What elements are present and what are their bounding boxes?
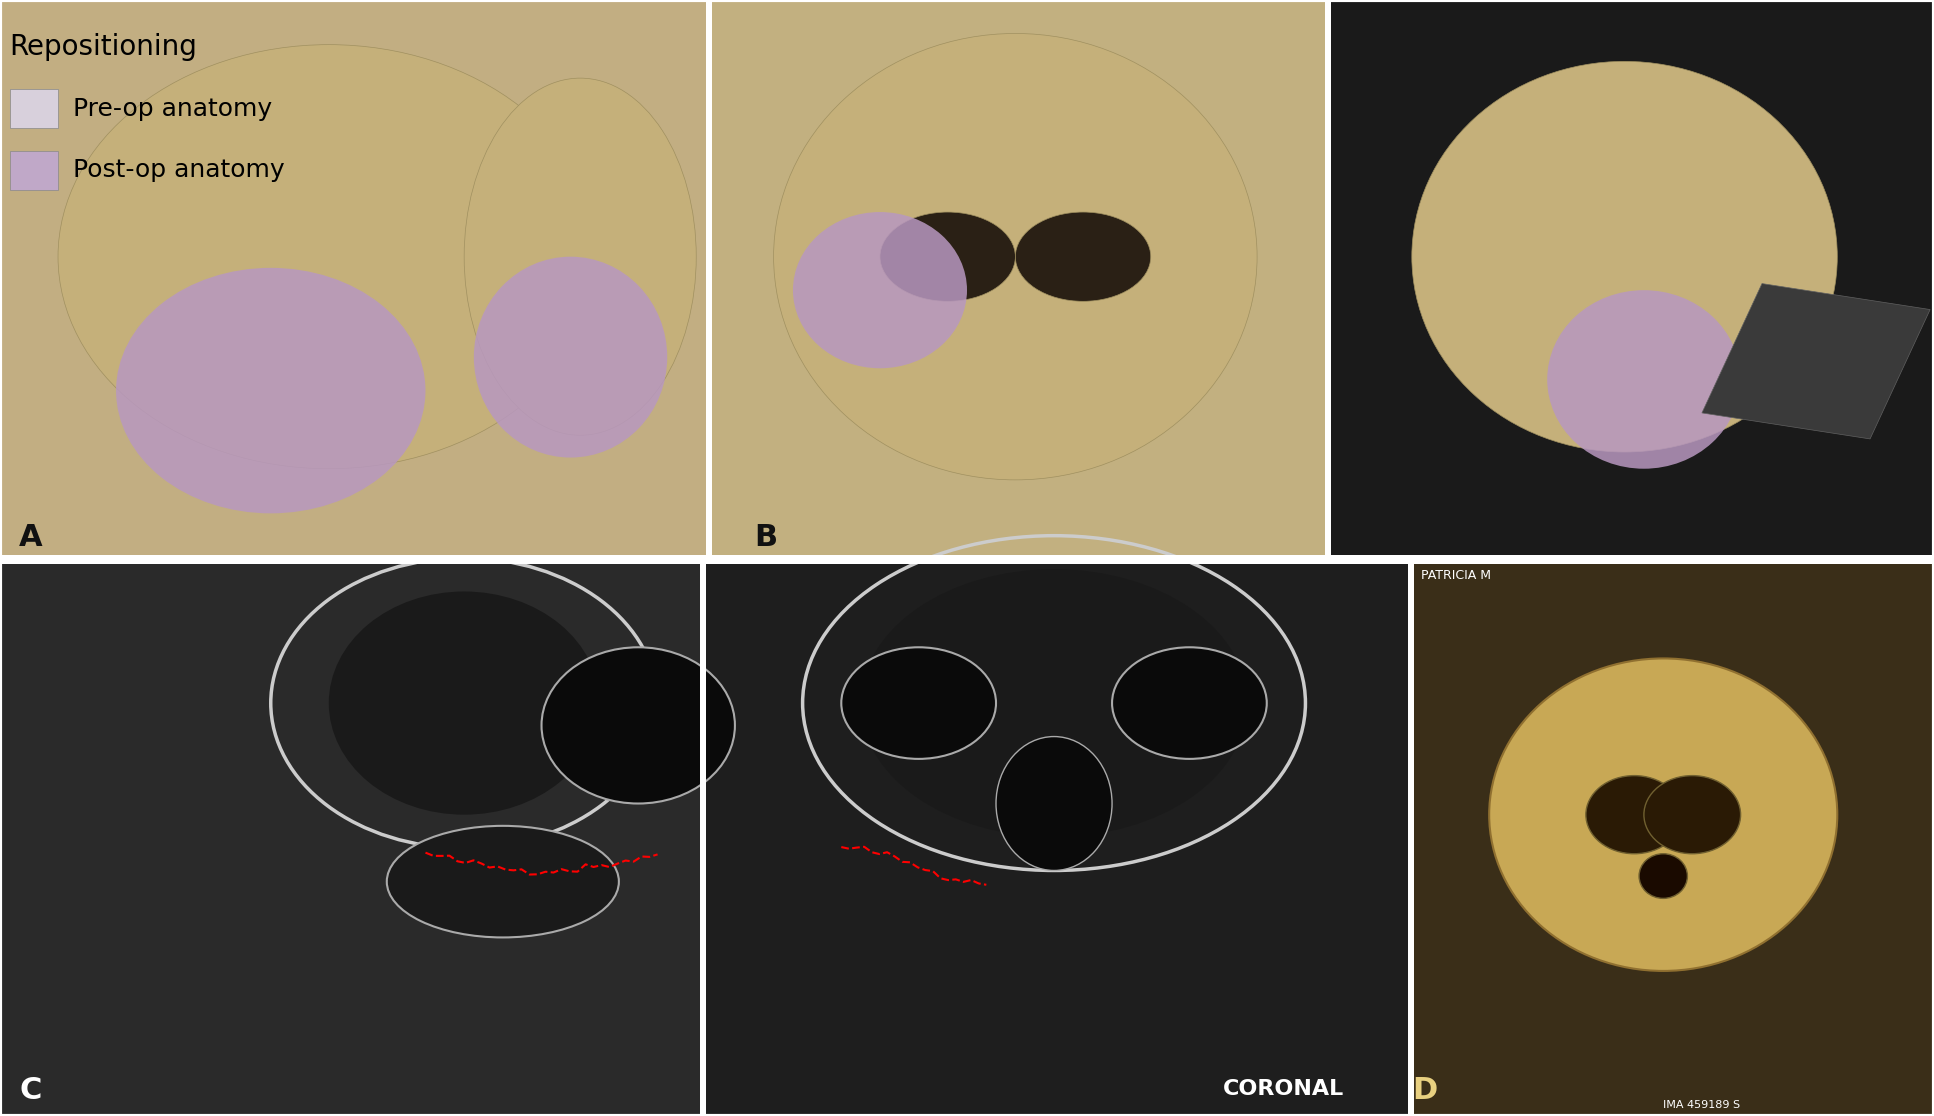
Ellipse shape: [1586, 776, 1683, 854]
Ellipse shape: [1412, 61, 1837, 452]
Text: PATRICIA M: PATRICIA M: [1421, 569, 1491, 583]
Bar: [706, 0, 1325, 564]
Text: D: D: [1412, 1076, 1437, 1105]
Ellipse shape: [793, 212, 967, 368]
Ellipse shape: [861, 569, 1247, 837]
Text: A: A: [19, 523, 43, 552]
Text: Post-op anatomy: Post-op anatomy: [73, 158, 284, 182]
Bar: [0, 555, 1934, 564]
Text: Pre-op anatomy: Pre-op anatomy: [73, 97, 273, 121]
Text: CORONAL: CORONAL: [1222, 1079, 1344, 1099]
Ellipse shape: [329, 591, 600, 815]
Text: B: B: [754, 523, 777, 552]
Ellipse shape: [542, 647, 735, 804]
Bar: [1325, 0, 1331, 564]
Ellipse shape: [1489, 658, 1837, 971]
Ellipse shape: [996, 737, 1112, 870]
Ellipse shape: [841, 647, 996, 759]
Ellipse shape: [774, 33, 1257, 480]
FancyBboxPatch shape: [10, 151, 58, 190]
Ellipse shape: [880, 212, 1015, 301]
Ellipse shape: [1112, 647, 1267, 759]
Bar: [700, 564, 1408, 1116]
Bar: [700, 564, 706, 1116]
Ellipse shape: [1644, 776, 1741, 854]
Bar: [706, 0, 712, 564]
Ellipse shape: [1640, 854, 1686, 898]
Ellipse shape: [116, 268, 425, 513]
Text: Repositioning: Repositioning: [10, 33, 197, 61]
Ellipse shape: [58, 45, 600, 469]
Bar: [0, 564, 700, 1116]
Ellipse shape: [474, 257, 667, 458]
FancyBboxPatch shape: [10, 89, 58, 128]
Text: C: C: [19, 1076, 43, 1105]
Bar: [1702, 283, 1930, 439]
Ellipse shape: [1547, 290, 1741, 469]
Bar: [1408, 564, 1934, 1116]
Ellipse shape: [1015, 212, 1151, 301]
Bar: [1408, 564, 1414, 1116]
Ellipse shape: [387, 826, 619, 937]
Bar: [1325, 0, 1934, 564]
Ellipse shape: [464, 78, 696, 435]
Text: IMA 459189 S: IMA 459189 S: [1663, 1100, 1741, 1110]
Bar: [0, 0, 706, 564]
